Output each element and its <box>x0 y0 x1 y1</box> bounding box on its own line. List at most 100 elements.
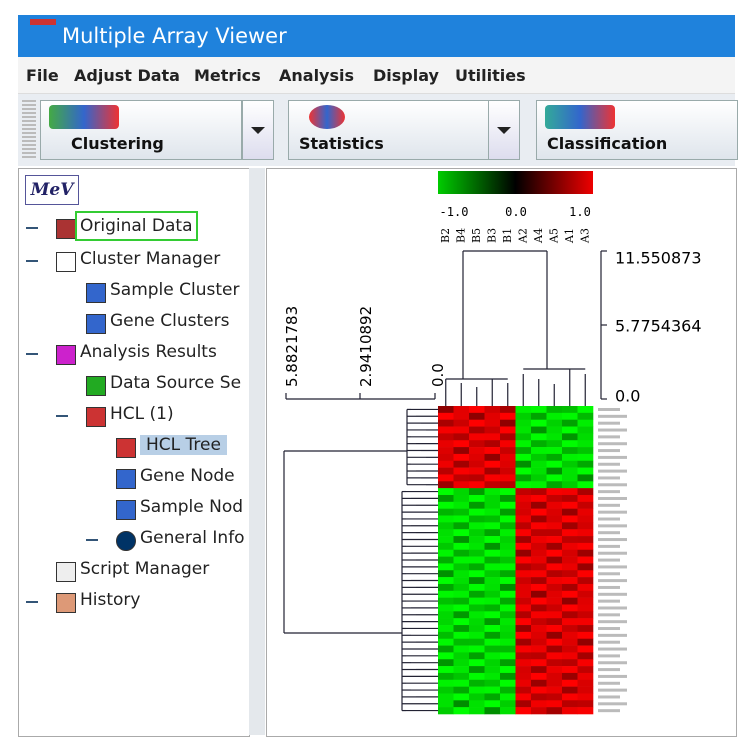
tree-item[interactable]: History <box>80 590 141 610</box>
heatmap-cell <box>453 577 470 585</box>
heatmap-cell <box>484 453 501 462</box>
menu-item[interactable]: Metrics <box>194 66 261 85</box>
heatmap-cell <box>469 488 485 496</box>
heatmap-cell <box>531 529 547 537</box>
heatmap-cell <box>500 666 516 674</box>
tree-item[interactable]: Data Source Se <box>110 373 242 393</box>
tree-item[interactable]: Gene Node <box>140 466 235 486</box>
expand-handle[interactable] <box>26 353 38 355</box>
tree-icon <box>116 438 136 458</box>
dropdown-arrow[interactable] <box>242 100 274 160</box>
heatmap-cell <box>562 597 578 605</box>
menu-item[interactable]: Utilities <box>455 66 526 85</box>
row-label <box>598 579 627 583</box>
tree-icon <box>86 283 106 303</box>
expand-handle[interactable] <box>86 539 98 541</box>
tree-item[interactable]: HCL Tree <box>140 435 227 455</box>
heatmap-cell <box>469 707 485 715</box>
heatmap-cell <box>453 529 470 537</box>
heatmap-cell <box>453 549 470 557</box>
row-label <box>598 449 620 453</box>
heatmap-cell <box>531 467 547 475</box>
dropdown-arrow[interactable] <box>488 100 520 160</box>
heatmap-cell <box>438 686 454 694</box>
row-label <box>598 688 627 692</box>
tree-item[interactable]: Analysis Results <box>80 342 217 362</box>
heatmap-cell <box>500 583 516 592</box>
menu-item[interactable]: Analysis <box>279 66 355 85</box>
heatmap-cell <box>531 419 547 427</box>
tree-item[interactable]: Cluster Manager <box>80 249 221 269</box>
tree-item[interactable]: HCL (1) <box>110 404 174 424</box>
heatmap-cell <box>577 481 594 489</box>
heatmap-cell <box>469 597 485 605</box>
heatmap-cell <box>577 556 594 564</box>
heatmap-cell <box>500 618 516 626</box>
heatmap-cell <box>453 638 470 646</box>
toolbar: Clustering Statistics Classification <box>18 94 738 166</box>
row-label <box>598 585 620 589</box>
tree-item[interactable]: Original Data <box>75 211 198 241</box>
heatmap-cell <box>577 583 594 592</box>
tree-item[interactable]: Sample Cluster <box>110 280 240 300</box>
tree-item[interactable]: General Info <box>140 528 245 548</box>
row-label <box>598 469 627 473</box>
heatmap-cell <box>469 583 485 592</box>
heatmap-cell <box>469 666 485 674</box>
heatmap-cell <box>515 611 532 619</box>
heatmap-cell <box>484 501 501 509</box>
heatmap-cell <box>438 638 454 646</box>
heatmap-cell <box>438 679 454 687</box>
tree-icon <box>56 562 76 582</box>
heatmap-cell <box>531 494 547 503</box>
menu-item[interactable]: Display <box>373 66 439 85</box>
menu-item[interactable]: File <box>26 66 59 85</box>
expand-handle[interactable] <box>56 415 68 417</box>
heatmap-cell <box>438 556 454 564</box>
tree-item[interactable]: Script Manager <box>80 559 210 579</box>
heatmap-cell <box>453 542 470 551</box>
toolbar-button[interactable]: Clustering <box>40 100 242 160</box>
splitter[interactable] <box>249 168 265 735</box>
heatmap-cell <box>577 652 594 660</box>
heatmap-cell <box>453 460 470 468</box>
tree-item[interactable]: Sample Nod <box>140 497 244 517</box>
tree-item[interactable]: Gene Clusters <box>110 311 230 331</box>
heatmap-cell <box>453 707 470 715</box>
heatmap-cell <box>500 679 516 687</box>
heatmap-cell <box>484 542 501 551</box>
expand-handle[interactable] <box>26 601 38 603</box>
app-icon <box>30 19 56 25</box>
heatmap-cell <box>469 494 485 503</box>
toolbar-button[interactable]: Classification <box>536 100 738 160</box>
viewer-panel: -1.0 0.0 1.0 B2 B4 B5 B3 B1 A2 A4 A5 A1 A3 11.550873 5… <box>266 168 737 737</box>
heatmap-cell <box>438 433 454 441</box>
heatmap-cell <box>531 638 547 646</box>
row-label <box>598 435 620 439</box>
heatmap-cell <box>484 536 501 544</box>
menu-item[interactable]: Adjust Data <box>74 66 180 85</box>
heatmap-cell <box>546 481 563 489</box>
heatmap-cell <box>484 707 501 715</box>
heatmap-cell <box>438 406 454 414</box>
heatmap-cell <box>484 611 501 619</box>
tree-icon <box>86 376 106 396</box>
heatmap-cell <box>453 501 470 509</box>
heatmap-cell <box>469 659 485 667</box>
row-label <box>598 510 627 514</box>
heatmap-cell <box>484 529 501 537</box>
heatmap-cell <box>438 570 454 578</box>
toolbar-button[interactable]: Statistics <box>288 100 490 160</box>
row-label <box>598 606 627 610</box>
heatmap-cell <box>484 467 501 475</box>
expand-handle[interactable] <box>26 260 38 262</box>
heatmap-cell <box>531 556 547 564</box>
expand-handle[interactable] <box>26 227 38 229</box>
heatmap-cell <box>484 638 501 646</box>
heatmap-cell <box>515 474 532 482</box>
heatmap-cell <box>562 529 578 537</box>
heatmap-cell <box>484 447 501 455</box>
heatmap-cell <box>531 406 547 414</box>
gene-tree-scale-label: 11.550873 <box>615 249 702 268</box>
heatmap-cell <box>469 563 485 571</box>
